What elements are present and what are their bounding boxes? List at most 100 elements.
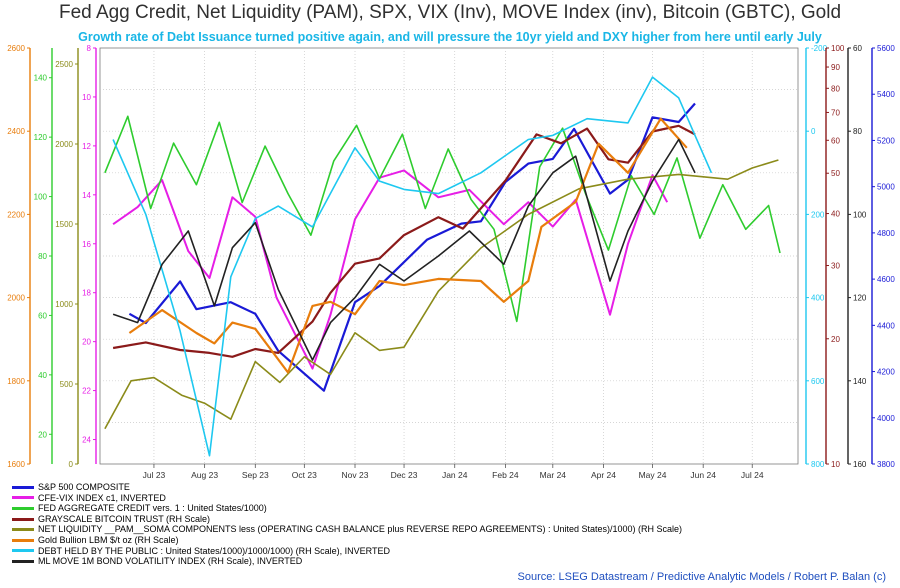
vix-tick-label: 24 bbox=[82, 436, 91, 445]
gbtc-tick-label: 90 bbox=[831, 63, 840, 72]
gbtc-tick-label: 50 bbox=[831, 169, 840, 178]
gbtc-tick-label: 80 bbox=[831, 84, 840, 93]
legend-entry: FED AGGREGATE CREDIT vers. 1 : United St… bbox=[12, 503, 772, 514]
move-tick-label: 80 bbox=[853, 127, 862, 136]
gbtc-tick-label: 20 bbox=[831, 335, 840, 344]
liquidity-tick-label: 1500 bbox=[55, 220, 73, 229]
debt-tick-label: -200 bbox=[811, 44, 828, 53]
vix-tick-label: 8 bbox=[87, 44, 92, 53]
legend-entry: GRAYSCALE BITCOIN TRUST (RH Scale) bbox=[12, 514, 772, 525]
spx-tick-label: 5600 bbox=[877, 44, 895, 53]
debt-tick-label: 200 bbox=[811, 210, 825, 219]
fedcredit-tick-label: 60 bbox=[38, 311, 47, 320]
x-tick-label: Aug 23 bbox=[191, 470, 218, 480]
liquidity-tick-label: 500 bbox=[60, 380, 74, 389]
debt-tick-label: 400 bbox=[811, 294, 825, 303]
liquidity-tick-label: 2000 bbox=[55, 140, 73, 149]
spx-tick-label: 5000 bbox=[877, 183, 895, 192]
fedcredit-tick-label: 20 bbox=[38, 430, 47, 439]
gbtc-tick-label: 10 bbox=[831, 460, 840, 469]
debt-tick-label: 0 bbox=[811, 127, 816, 136]
legend-entry: S&P 500 COMPOSITE bbox=[12, 482, 772, 493]
chart-legend: S&P 500 COMPOSITE CFE-VIX INDEX c1, INVER… bbox=[12, 482, 772, 567]
fedcredit-tick-label: 120 bbox=[34, 133, 48, 142]
legend-entry: CFE-VIX INDEX c1, INVERTED bbox=[12, 493, 772, 504]
x-tick-label: Jun 24 bbox=[690, 470, 716, 480]
legend-swatch bbox=[12, 559, 34, 563]
x-tick-label: Apr 24 bbox=[591, 470, 616, 480]
legend-swatch bbox=[12, 517, 34, 521]
series-line-7 bbox=[112, 138, 696, 361]
move-tick-label: 100 bbox=[853, 210, 867, 219]
gbtc-tick-label: 100 bbox=[831, 44, 845, 53]
legend-label: ML MOVE 1M BOND VOLATILITY INDEX (RH Sca… bbox=[38, 556, 303, 567]
source-credit: Source: LSEG Datastream / Predictive Ana… bbox=[517, 571, 886, 583]
legend-label: Gold Bullion LBM $/t oz (RH Scale) bbox=[38, 534, 179, 545]
move-tick-label: 160 bbox=[853, 460, 867, 469]
legend-entry: ML MOVE 1M BOND VOLATILITY INDEX (RH Sca… bbox=[12, 556, 772, 567]
spx-tick-label: 4000 bbox=[877, 414, 895, 423]
legend-swatch bbox=[12, 485, 34, 489]
x-tick-label: Jul 24 bbox=[741, 470, 764, 480]
gold-tick-label: 1800 bbox=[7, 377, 25, 386]
x-tick-label: Dec 23 bbox=[391, 470, 418, 480]
vix-tick-label: 10 bbox=[82, 93, 91, 102]
fedcredit-tick-label: 40 bbox=[38, 371, 47, 380]
vix-tick-label: 20 bbox=[82, 338, 91, 347]
chart-subtitle: Growth rate of Debt Issuance turned posi… bbox=[78, 30, 822, 44]
move-tick-label: 120 bbox=[853, 294, 867, 303]
legend-swatch bbox=[12, 496, 34, 500]
legend-swatch bbox=[12, 538, 34, 542]
spx-tick-label: 4800 bbox=[877, 229, 895, 238]
fedcredit-tick-label: 80 bbox=[38, 252, 47, 261]
legend-label: NET LIQUIDITY __PAM__SOMA COMPONENTS les… bbox=[38, 524, 683, 535]
chart-title: Fed Agg Credit, Net Liquidity (PAM), SPX… bbox=[58, 2, 842, 23]
gold-tick-label: 2000 bbox=[7, 294, 25, 303]
gold-tick-label: 2400 bbox=[7, 127, 25, 136]
legend-label: S&P 500 COMPOSITE bbox=[38, 482, 130, 492]
legend-entry: Gold Bullion LBM $/t oz (RH Scale) bbox=[12, 535, 772, 546]
move-tick-label: 140 bbox=[853, 377, 867, 386]
legend-label: CFE-VIX INDEX c1, INVERTED bbox=[38, 492, 166, 503]
legend-swatch bbox=[12, 528, 34, 532]
legend-label: GRAYSCALE BITCOIN TRUST (RH Scale) bbox=[38, 513, 211, 524]
x-tick-label: Oct 23 bbox=[292, 470, 317, 480]
spx-tick-label: 4400 bbox=[877, 321, 895, 330]
move-tick-label: 60 bbox=[853, 44, 862, 53]
gbtc-tick-label: 70 bbox=[831, 108, 840, 117]
gold-tick-label: 2600 bbox=[7, 44, 25, 53]
legend-swatch bbox=[12, 549, 34, 553]
fedcredit-tick-label: 140 bbox=[34, 74, 48, 83]
spx-tick-label: 3800 bbox=[877, 460, 895, 469]
liquidity-tick-label: 0 bbox=[69, 460, 74, 469]
vix-tick-label: 14 bbox=[82, 191, 91, 200]
legend-label: FED AGGREGATE CREDIT vers. 1 : United St… bbox=[38, 503, 267, 514]
spx-tick-label: 4200 bbox=[877, 368, 895, 377]
vix-tick-label: 18 bbox=[82, 289, 91, 298]
series-line-2 bbox=[104, 115, 781, 323]
x-tick-label: Feb 24 bbox=[492, 470, 519, 480]
x-tick-label: Nov 23 bbox=[342, 470, 369, 480]
legend-label: DEBT HELD BY THE PUBLIC : United States/… bbox=[38, 545, 390, 556]
legend-entry: DEBT HELD BY THE PUBLIC : United States/… bbox=[12, 546, 772, 557]
spx-tick-label: 5400 bbox=[877, 90, 895, 99]
debt-tick-label: 600 bbox=[811, 377, 825, 386]
series-line-4 bbox=[104, 159, 779, 430]
x-tick-label: Sep 23 bbox=[242, 470, 269, 480]
vix-tick-label: 16 bbox=[82, 240, 91, 249]
gbtc-tick-label: 60 bbox=[831, 136, 840, 145]
x-tick-label: May 24 bbox=[639, 470, 667, 480]
series-line-6 bbox=[112, 76, 713, 457]
liquidity-tick-label: 1000 bbox=[55, 300, 73, 309]
liquidity-tick-label: 2500 bbox=[55, 60, 73, 69]
legend-swatch bbox=[12, 506, 34, 510]
spx-tick-label: 5200 bbox=[877, 136, 895, 145]
vix-tick-label: 12 bbox=[82, 142, 91, 151]
x-tick-label: Jul 23 bbox=[143, 470, 166, 480]
debt-tick-label: 800 bbox=[811, 460, 825, 469]
spx-tick-label: 4600 bbox=[877, 275, 895, 284]
fedcredit-tick-label: 100 bbox=[34, 193, 48, 202]
legend-entry: NET LIQUIDITY __PAM__SOMA COMPONENTS les… bbox=[12, 524, 772, 535]
gbtc-tick-label: 40 bbox=[831, 210, 840, 219]
